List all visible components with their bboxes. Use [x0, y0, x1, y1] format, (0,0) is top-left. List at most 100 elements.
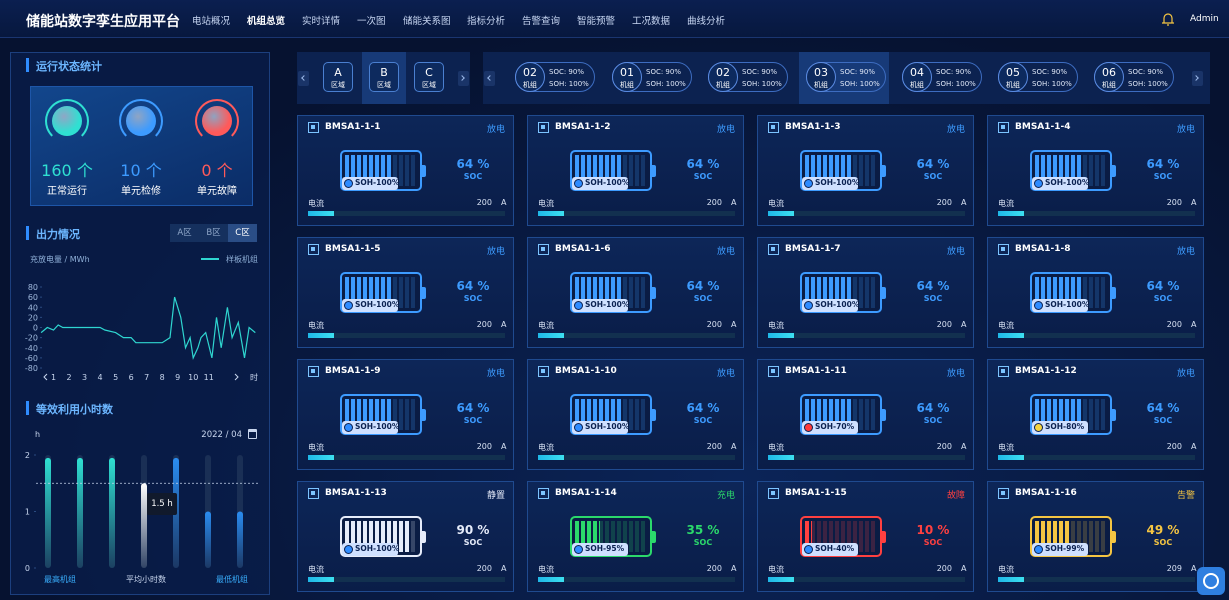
unit-button[interactable]: 06 机组 SOC: 90% SOH: 100% — [1094, 62, 1174, 92]
arrow-button[interactable] — [1192, 71, 1203, 86]
unit-soh: SOH: 100% — [549, 80, 589, 88]
x-tick-label: 5 — [113, 373, 118, 382]
section-title: 出力情况 — [36, 228, 80, 241]
unit-button[interactable]: 04 机组 SOC: 90% SOH: 100% — [902, 62, 982, 92]
status-ring — [195, 99, 239, 143]
battery-card[interactable]: BMSA1-1-12 放电 SOH-80% 64 % SOC 电流 200 A — [987, 359, 1204, 470]
card-status: 放电 — [946, 125, 965, 135]
date-label[interactable]: 2022 / 04 — [201, 430, 242, 440]
card-status: 放电 — [716, 125, 735, 135]
card-status: 放电 — [716, 369, 735, 379]
nav-item[interactable]: 指标分析 — [467, 16, 506, 27]
soh-text: SOH-100% — [1045, 300, 1090, 309]
arrow-button[interactable] — [484, 71, 495, 86]
x-next-arrow[interactable] — [234, 373, 239, 381]
current-value: 200 — [476, 442, 492, 451]
current-track — [308, 211, 505, 216]
current-label: 电流 — [768, 321, 784, 330]
nav-item[interactable]: 智能预警 — [577, 16, 616, 27]
tab[interactable]: C区 — [228, 224, 257, 242]
bell-icon[interactable] — [1161, 11, 1175, 26]
current-value: 200 — [476, 564, 492, 573]
current-track — [308, 333, 505, 338]
battery-card[interactable]: BMSA1-1-7 放电 SOH-100% 64 % SOC 电流 200 A — [757, 237, 974, 348]
unit-button[interactable]: 02 机组 SOC: 90% SOH: 100% — [515, 62, 595, 92]
user-name[interactable]: Admin — [1190, 14, 1219, 24]
unit-button[interactable]: 02 机组 SOC: 90% SOH: 100% — [708, 62, 788, 92]
card-icon-mark — [1001, 369, 1005, 373]
status-icon — [126, 106, 156, 136]
area-button[interactable]: B 区域 — [369, 62, 399, 92]
soc-value: 64 % — [686, 401, 720, 415]
unit-label: 机组 — [814, 81, 828, 89]
soh-pill: SOH-100% — [802, 299, 859, 312]
arrow-icon — [487, 75, 493, 81]
nav-item[interactable]: 告警查询 — [522, 16, 561, 27]
current-label: 电流 — [768, 565, 784, 574]
soc-value: 64 % — [1146, 157, 1180, 171]
unit-label: 机组 — [1006, 81, 1020, 89]
card-name: BMSA1-1-10 — [555, 366, 617, 376]
calendar-icon[interactable] — [248, 429, 257, 439]
battery-card[interactable]: BMSA1-1-16 告警 SOH-99% 49 % SOC 电流 209 A — [987, 481, 1204, 592]
soh-dot — [344, 545, 353, 554]
nav-item[interactable]: 电站概况 — [192, 16, 231, 27]
x-prev-arrow[interactable] — [43, 373, 48, 381]
bell-glyph — [1162, 13, 1174, 26]
unit-button[interactable]: 03 机组 SOC: 90% SOH: 100% — [806, 62, 886, 92]
arrow-button[interactable] — [298, 71, 309, 86]
arrow-button[interactable] — [458, 71, 469, 86]
battery-card[interactable]: BMSA1-1-1 放电 SOH-100% 64 % SOC 电流 200 A — [297, 115, 514, 226]
nav-item[interactable]: 曲线分析 — [687, 16, 726, 27]
help-button[interactable] — [1197, 567, 1225, 595]
soh-pill: SOH-80% — [1032, 421, 1088, 434]
battery-cap — [882, 409, 886, 421]
soh-pill: SOH-100% — [342, 299, 399, 312]
area-button[interactable]: C 区域 — [414, 62, 444, 92]
soc-value: 64 % — [456, 157, 490, 171]
tab[interactable]: B区 — [206, 228, 221, 238]
battery — [800, 394, 882, 435]
legend-swatch — [201, 258, 219, 260]
card-status: 充电 — [716, 491, 735, 501]
battery-cap — [422, 287, 426, 299]
battery-card[interactable]: BMSA1-1-8 放电 SOH-100% 64 % SOC 电流 200 A — [987, 237, 1204, 348]
nav-item[interactable]: 储能关系图 — [403, 16, 451, 27]
soh-dot — [1034, 423, 1043, 432]
soh-dot — [804, 179, 813, 188]
nav-item[interactable]: 一次图 — [357, 16, 386, 27]
current-label: 电流 — [308, 199, 324, 208]
battery-card[interactable]: BMSA1-1-2 放电 SOH-100% 64 % SOC 电流 200 A — [527, 115, 744, 226]
card-name: BMSA1-1-1 — [325, 122, 381, 132]
battery-card[interactable]: BMSA1-1-11 放电 SOH-70% 64 % SOC 电流 200 A — [757, 359, 974, 470]
battery-card[interactable]: BMSA1-1-3 放电 SOH-100% 64 % SOC 电流 200 A — [757, 115, 974, 226]
soh-text: SOH-40% — [815, 544, 855, 553]
battery-card[interactable]: BMSA1-1-4 放电 SOH-100% 64 % SOC 电流 200 A — [987, 115, 1204, 226]
battery-cap — [1112, 531, 1116, 543]
card-icon — [538, 366, 549, 377]
nav-item[interactable]: 机组总览 — [247, 16, 286, 27]
soh-dot — [804, 423, 813, 432]
nav-item[interactable]: 工况数据 — [632, 16, 671, 27]
battery-card[interactable]: BMSA1-1-15 故障 SOH-40% 10 % SOC 电流 200 A — [757, 481, 974, 592]
status-number: 0 — [201, 161, 212, 180]
area-label: 区域 — [377, 81, 391, 89]
current-label: 电流 — [998, 199, 1014, 208]
card-icon — [538, 244, 549, 255]
current-value: 200 — [936, 442, 952, 451]
area-button[interactable]: A 区域 — [323, 62, 353, 92]
battery-card[interactable]: BMSA1-1-13 静置 SOH-100% 90 % SOC 电流 200 A — [297, 481, 514, 592]
unit-button[interactable]: 05 机组 SOC: 90% SOH: 100% — [998, 62, 1078, 92]
battery-card[interactable]: BMSA1-1-9 放电 SOH-100% 64 % SOC 电流 200 A — [297, 359, 514, 470]
section-title: 运行状态统计 — [36, 60, 102, 73]
battery-card[interactable]: BMSA1-1-6 放电 SOH-100% 64 % SOC 电流 200 A — [527, 237, 744, 348]
battery-card[interactable]: BMSA1-1-10 放电 SOH-100% 64 % SOC 电流 200 A — [527, 359, 744, 470]
current-unit: A — [1191, 320, 1197, 329]
battery-cap — [422, 409, 426, 421]
unit-button[interactable]: 01 机组 SOC: 90% SOH: 100% — [612, 62, 692, 92]
nav-item[interactable]: 实时详情 — [302, 16, 341, 27]
battery-card[interactable]: BMSA1-1-5 放电 SOH-100% 64 % SOC 电流 200 A — [297, 237, 514, 348]
soh-dot — [574, 545, 583, 554]
battery-card[interactable]: BMSA1-1-14 充电 SOH-95% 35 % SOC 电流 200 A — [527, 481, 744, 592]
tab[interactable]: A区 — [177, 228, 192, 238]
